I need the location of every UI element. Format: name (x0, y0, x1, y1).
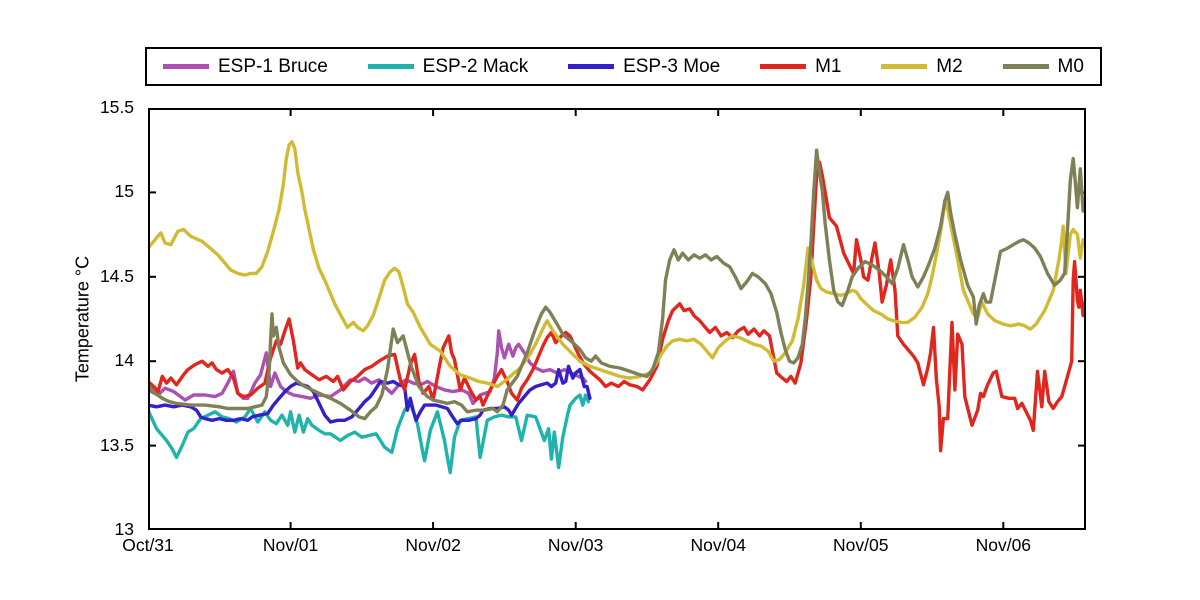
legend-item-M0: M0 (1002, 56, 1084, 77)
plot-area (148, 108, 1086, 530)
legend-label: M1 (815, 56, 842, 77)
y-tick-label: 15 (114, 181, 134, 202)
legend-line-swatch (760, 64, 807, 69)
x-tick-label: Nov/02 (405, 535, 461, 555)
legend-label: M0 (1057, 56, 1084, 77)
legend-item-ESP-3-Moe: ESP-3 Moe (568, 57, 720, 76)
plot-canvas (148, 108, 1086, 530)
y-tick-labels: 13 13.5 14 14.5 15 15.5 (0, 98, 140, 537)
axis-box (148, 108, 1086, 530)
legend-label: M2 (936, 56, 963, 77)
legend-line-swatch (163, 64, 209, 69)
y-tick-label: 13 (114, 519, 134, 539)
legend-item-M2: M2 (881, 56, 963, 77)
x-tick-label: Nov/03 (547, 535, 604, 555)
legend-line-swatch (1002, 64, 1049, 69)
x-tick-label: Nov/05 (833, 535, 889, 555)
y-tick-label: 14 (114, 350, 134, 371)
x-tick-label: Oct/31 (122, 535, 174, 555)
legend-item-M1: M1 (760, 57, 841, 76)
legend-item-ESP-1-Bruce: ESP-1 Bruce (163, 57, 328, 76)
legend-label: ESP-3 Moe (623, 56, 721, 77)
legend-line-swatch (568, 64, 615, 69)
legend-label: ESP-1 Bruce (218, 56, 328, 77)
x-tick-label: Nov/04 (690, 535, 746, 555)
legend-line-swatch (367, 64, 414, 69)
legend-line-swatch (881, 64, 928, 69)
series-line-M2 (148, 140, 1086, 389)
legend-label: ESP-2 Mack (422, 56, 529, 77)
y-tick-label: 14.5 (99, 265, 134, 286)
x-tick-labels: Oct/31 Nov/01 Nov/02 Nov/03 Nov/04 Nov/05 Nov/… (122, 535, 1086, 561)
y-tick-label: 15.5 (99, 97, 134, 117)
legend: ESP-1 Bruce ESP-2 Mack ESP-3 Moe M1 M2 M0 (145, 47, 1102, 86)
x-tick-label: Nov/06 (975, 535, 1032, 555)
x-tick-label: Nov/01 (262, 535, 319, 555)
series-line-M0 (148, 148, 1086, 421)
series-line-M1 (148, 160, 1086, 453)
y-tick-label: 13.5 (99, 434, 134, 455)
legend-item-ESP-2-Mack: ESP-2 Mack (367, 56, 529, 77)
